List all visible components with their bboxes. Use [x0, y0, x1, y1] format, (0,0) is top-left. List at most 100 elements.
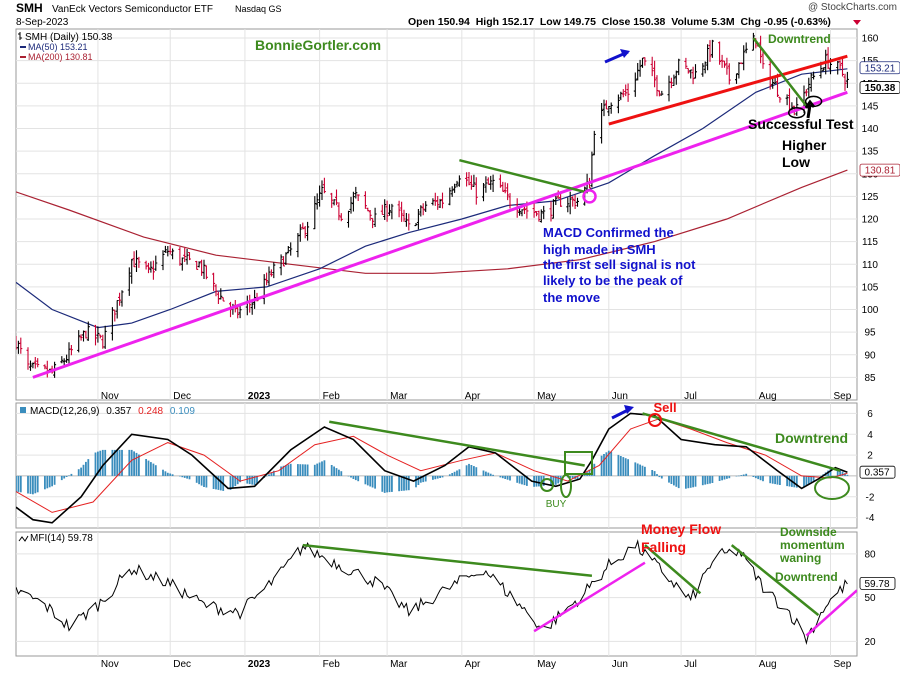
mfi-legend: MFI(14) 59.78 [18, 533, 93, 544]
price-bar [29, 360, 32, 371]
histogram-bar [436, 475, 439, 479]
histogram-bar [407, 475, 410, 491]
histogram-bar [118, 449, 121, 476]
histogram-bar [179, 475, 181, 477]
histogram-bar [641, 465, 644, 476]
price-bar [703, 61, 707, 74]
y-tick-label: 85 [864, 373, 876, 384]
price-bar [677, 58, 681, 76]
macd-note-line: the move [543, 290, 600, 305]
histogram-bar [487, 472, 490, 476]
sell-circle [648, 413, 662, 427]
price-bar [414, 223, 418, 227]
x-tick-label: Jul [684, 391, 697, 402]
price-bar [484, 176, 488, 193]
price-bar [103, 325, 107, 349]
x-tick-label: Jun [612, 391, 628, 402]
price-bar [31, 362, 35, 369]
macd-low-ellipse [814, 476, 850, 500]
price-bar [161, 250, 165, 271]
ma50-last-label-box [859, 61, 900, 75]
price-bar [718, 41, 722, 65]
histogram-bar [388, 475, 391, 493]
histogram-bar [116, 449, 119, 476]
price-bar [45, 360, 49, 378]
histogram-bar [164, 471, 167, 476]
price-bar [535, 211, 538, 217]
price-bar [77, 330, 81, 353]
histogram-bar [212, 475, 215, 489]
histogram-bar [624, 458, 627, 476]
histogram-bar [576, 475, 579, 480]
y-tick-label: 105 [862, 282, 879, 293]
histogram-bar [188, 475, 191, 480]
histogram-bar [183, 475, 186, 478]
price-bar [684, 57, 688, 69]
x-tick-label: Aug [759, 391, 777, 402]
histogram-bar [644, 466, 646, 476]
price-bar [98, 334, 102, 339]
close-last-label: 150.38 [865, 83, 896, 94]
breakout-circle [582, 189, 597, 204]
x-tick-label: 2023 [248, 659, 271, 670]
x-axis: Nov Nov Dec Dec 2023 2023 Feb Feb Mar Mar Apr Apr Ma… [101, 391, 852, 670]
price-bar [841, 58, 844, 77]
histogram-bar [451, 473, 454, 476]
histogram-bar [509, 475, 511, 481]
price-bar [807, 77, 811, 97]
mfi-trendlines [302, 543, 857, 637]
price-bar [120, 290, 124, 307]
waning-label: waning [779, 551, 821, 565]
histogram-bar [836, 468, 839, 476]
y-tick-label: 95 [864, 328, 876, 339]
price-bar [653, 60, 657, 88]
price-bar [269, 269, 273, 277]
histogram-bar [253, 475, 256, 485]
price-bar [761, 50, 765, 69]
histogram-bar [846, 474, 849, 476]
histogram-bar [181, 475, 184, 478]
trendline-green [459, 158, 586, 194]
price-bar [491, 174, 495, 192]
histogram-bar [687, 475, 690, 489]
histogram-bar [516, 475, 519, 483]
price-bar [380, 204, 384, 216]
up-arrowhead-icon [620, 49, 630, 58]
price-bar [180, 257, 184, 271]
histogram-bar [709, 475, 711, 484]
histogram-bar [422, 475, 425, 483]
price-bar [604, 100, 608, 110]
x-tick-label: Feb [323, 659, 341, 670]
histogram-bar [526, 475, 528, 486]
macd-downtrend-label: Downtrend [775, 430, 848, 446]
histogram-bar [675, 475, 678, 487]
price-bar [836, 61, 840, 75]
mfi-trendline-magenta [533, 561, 646, 633]
histogram-bar [338, 469, 340, 476]
x-tick-label: Mar [390, 391, 408, 402]
histogram-bar [557, 475, 560, 484]
histogram-bar [357, 475, 360, 482]
change-down-icon [853, 20, 861, 25]
price-bar [759, 35, 763, 64]
price-bar [94, 324, 97, 346]
price-bar [178, 247, 182, 266]
price-bar [549, 201, 553, 222]
price-bar [568, 191, 572, 215]
histogram-bar [786, 475, 788, 487]
histogram-bar [651, 470, 654, 476]
histogram-bar [154, 465, 157, 476]
x-tick-label: Jul [684, 659, 697, 670]
price-bar [508, 193, 512, 209]
price-bar [768, 60, 772, 90]
macd-up-arrowhead-icon [624, 405, 634, 414]
legend-bar-icon [18, 32, 22, 40]
histogram-bar [668, 475, 670, 483]
mfi-legend-icon [18, 535, 29, 542]
histogram-bar [844, 473, 846, 476]
price-bar [36, 358, 40, 368]
momentum-label: momentum [780, 538, 845, 552]
downside-label: Downside [780, 525, 837, 539]
histogram-bar [121, 449, 123, 476]
histogram-bar [468, 463, 470, 476]
